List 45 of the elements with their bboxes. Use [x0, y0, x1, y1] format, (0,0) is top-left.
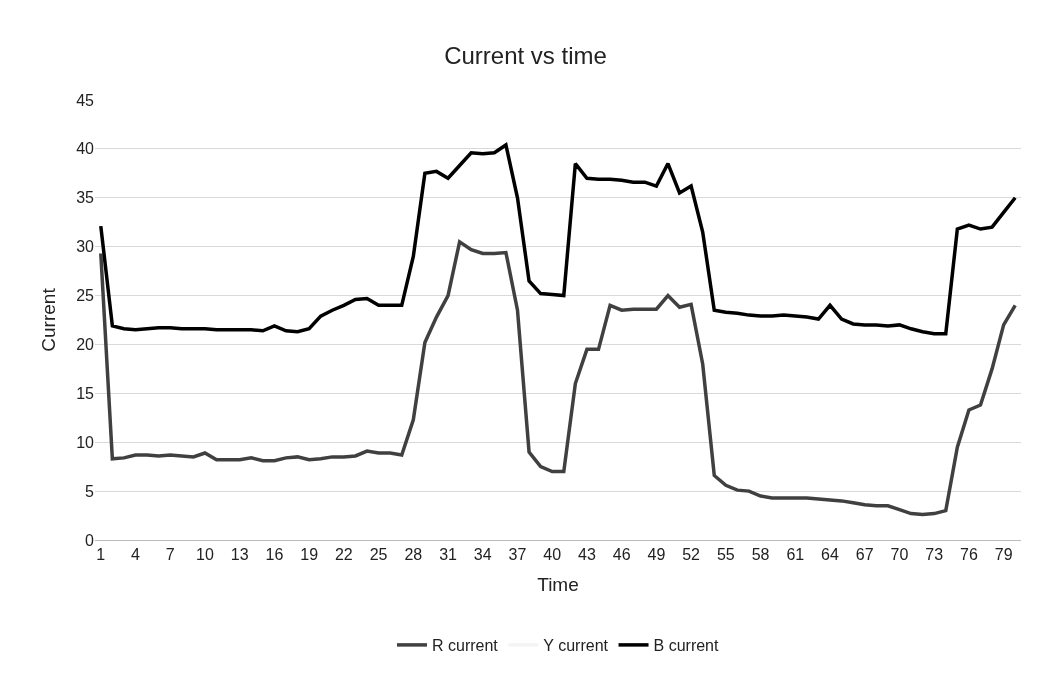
x-tick-label: 40 — [543, 546, 562, 564]
x-tick-label: 79 — [994, 546, 1013, 564]
x-tick-label: 28 — [404, 546, 423, 564]
y-axis-title: Current — [38, 287, 60, 352]
x-tick-label: 4 — [131, 546, 141, 564]
y-tick-label: 5 — [85, 482, 95, 500]
x-tick-label: 1 — [96, 546, 106, 564]
x-tick-label: 19 — [300, 546, 319, 564]
x-tick-label: 55 — [716, 546, 735, 564]
x-tick-label: 46 — [612, 546, 631, 564]
line-series — [99, 240, 1017, 517]
x-tick-label: 43 — [578, 546, 596, 564]
x-tick-label: 10 — [196, 546, 214, 564]
x-tick-label: 13 — [230, 546, 249, 564]
x-tick-label: 76 — [960, 546, 978, 564]
x-tick-label: 34 — [473, 546, 492, 564]
x-axis-title: Time — [537, 574, 579, 595]
y-tick-label: 30 — [76, 238, 95, 256]
x-tick-label: 49 — [647, 546, 666, 564]
x-tick-label: 16 — [265, 546, 284, 564]
legend-label: R current — [432, 637, 499, 655]
y-tick-label: 35 — [76, 189, 95, 207]
x-tick-label: 67 — [855, 546, 874, 564]
y-tick-label: 10 — [76, 433, 95, 451]
x-tick-label: 70 — [890, 546, 909, 564]
y-tick-label: 25 — [76, 287, 95, 305]
x-tick-label: 25 — [369, 546, 388, 564]
legend-label: B current — [653, 637, 719, 655]
y-tick-label: 0 — [85, 531, 95, 549]
x-tick-label: 22 — [334, 546, 353, 564]
y-tick-label: 45 — [76, 91, 95, 109]
y-tick-label: 40 — [76, 140, 95, 158]
y-tick-label: 20 — [76, 336, 95, 354]
x-tick-label: 58 — [751, 546, 770, 564]
y-tick-label: 15 — [76, 384, 95, 402]
line-series — [99, 143, 1017, 336]
x-tick-label: 37 — [508, 546, 527, 564]
chart-title: Current vs time — [444, 42, 607, 70]
x-tick-label: 73 — [925, 546, 944, 564]
x-tick-label: 61 — [786, 546, 805, 564]
x-tick-label: 31 — [439, 546, 458, 564]
x-tick-label: 7 — [165, 546, 175, 564]
x-tick-label: 52 — [682, 546, 701, 564]
legend-label: Y current — [543, 637, 609, 655]
x-tick-label: 64 — [821, 546, 840, 564]
